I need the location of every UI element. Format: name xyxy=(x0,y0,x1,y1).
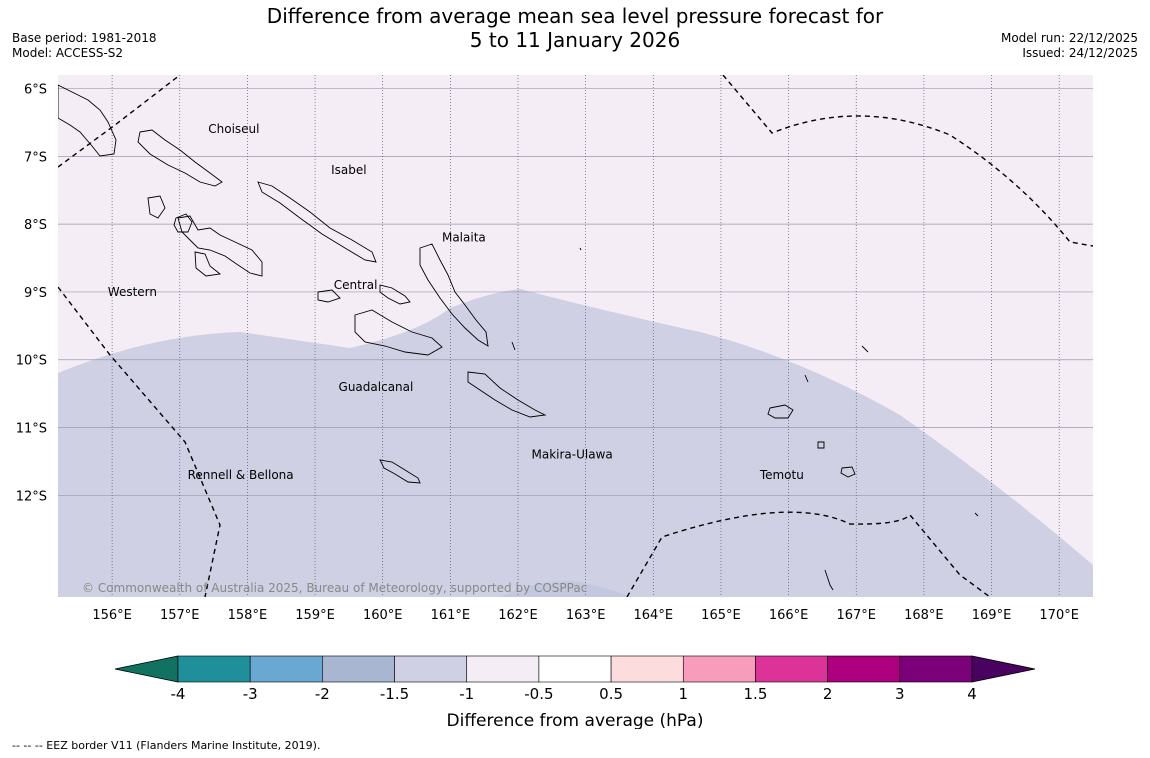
malaita-island xyxy=(419,243,489,347)
lon-tick-label: 157°E xyxy=(160,608,200,623)
choiseul-island xyxy=(137,129,223,187)
florida-islands xyxy=(317,284,411,305)
colorbar-tick-label: 2 xyxy=(823,685,833,703)
longitude-axis: 156°E 157°E 158°E 159°E 160°E 161°E 162°E 163°E… xyxy=(92,608,1079,623)
colorbar-tick-label: -1.5 xyxy=(380,685,409,703)
colorbar-tick-label: 4 xyxy=(967,685,977,703)
anomaly-zone-bottom-patch xyxy=(500,581,630,597)
model-name: Model: ACCESS-S2 xyxy=(12,46,124,60)
colorbar-box xyxy=(394,655,468,683)
lon-tick-label: 162°E xyxy=(498,608,538,623)
vella-lavella-island xyxy=(147,195,166,219)
lon-tick-label: 163°E xyxy=(566,608,606,623)
lon-tick-label: 170°E xyxy=(1039,608,1079,623)
colorbar-tick-label: 1 xyxy=(678,685,688,703)
colorbar-box xyxy=(682,655,756,683)
guadalcanal-island xyxy=(354,309,443,356)
title-line-1: Difference from average mean sea level p… xyxy=(266,4,884,28)
meta-right: Model run: 22/12/2025 Issued: 24/12/2025 xyxy=(1001,31,1138,61)
region-label: Guadalcanal xyxy=(339,380,414,394)
colorbar-box xyxy=(466,655,540,683)
colorbar-box xyxy=(827,655,901,683)
colorbar-box xyxy=(249,655,323,683)
forecast-map: © Commonwealth of Australia 2025, Bureau… xyxy=(16,75,1093,623)
colorbar-box xyxy=(899,655,973,683)
kolombangara-island xyxy=(173,213,193,233)
colorbar-tick-label: -0.5 xyxy=(524,685,553,703)
region-label: Choiseul xyxy=(208,122,259,136)
latitude-axis: 6°S 7°S 8°S 9°S 10°S 11°S 12°S xyxy=(16,83,47,505)
colorbar-tick-label: -1 xyxy=(459,685,474,703)
lon-tick-label: 156°E xyxy=(92,608,132,623)
eez-borders xyxy=(58,75,1093,597)
title-line-2: 5 to 11 January 2026 xyxy=(469,28,681,52)
lat-tick-label: 9°S xyxy=(24,286,47,301)
lat-tick-label: 6°S xyxy=(24,83,47,98)
lon-tick-label: 161°E xyxy=(431,608,471,623)
bougainville-tip xyxy=(58,84,117,157)
colorbar-tick-label: -4 xyxy=(171,685,186,703)
colorbar-tick-label: 0.5 xyxy=(599,685,623,703)
small-islands xyxy=(511,247,979,591)
colorbar-extend-low xyxy=(114,655,179,683)
issued-date: Issued: 24/12/2025 xyxy=(1022,46,1138,60)
colorbar-tick-label: 3 xyxy=(895,685,905,703)
isabel-island xyxy=(257,181,377,263)
lon-tick-label: 166°E xyxy=(769,608,809,623)
region-label: Central xyxy=(334,278,378,292)
lon-tick-label: 164°E xyxy=(634,608,674,623)
lon-tick-label: 159°E xyxy=(295,608,335,623)
colorbar-box xyxy=(177,655,251,683)
colorbar-boxes xyxy=(114,655,1036,683)
lat-tick-label: 12°S xyxy=(16,489,47,504)
lon-tick-label: 160°E xyxy=(363,608,403,623)
colorbar-box xyxy=(610,655,684,683)
colorbar-label: Difference from average (hPa) xyxy=(447,711,704,729)
eez-line-north xyxy=(722,75,1093,247)
eez-line-west xyxy=(58,286,221,597)
colorbar: -4 -3 -2 -1.5 -1 -0.5 0.5 1 1.5 2 3 4 Difference fr… xyxy=(114,655,1036,729)
lon-tick-label: 165°E xyxy=(701,608,741,623)
eez-line-south xyxy=(626,511,991,597)
new-georgia-islands xyxy=(177,215,263,277)
santa-cruz-island xyxy=(767,404,794,419)
lon-tick-label: 167°E xyxy=(836,608,876,623)
lat-tick-label: 11°S xyxy=(16,422,47,437)
lon-tick-label: 169°E xyxy=(972,608,1012,623)
region-label: Makira-Ulawa xyxy=(531,448,612,462)
region-label: Rennell & Bellona xyxy=(188,468,294,482)
rennell-island xyxy=(379,459,421,484)
colorbar-extend-high xyxy=(971,655,1036,683)
map-title: Difference from average mean sea level p… xyxy=(0,4,1150,52)
copyright-notice: © Commonwealth of Australia 2025, Bureau… xyxy=(82,581,587,595)
makira-island xyxy=(467,371,547,418)
colorbar-tick-label: -3 xyxy=(243,685,258,703)
model-run: Model run: 22/12/2025 xyxy=(1000,31,1138,45)
region-label: Isabel xyxy=(331,163,366,177)
colorbar-tick-label: 1.5 xyxy=(744,685,768,703)
meta-left: Base period: 1981-2018 Model: ACCESS-S2 xyxy=(12,31,157,61)
colorbar-box xyxy=(322,655,395,683)
vanikoro-island xyxy=(840,466,856,478)
map-grid xyxy=(58,75,1093,597)
lat-tick-label: 10°S xyxy=(16,354,47,369)
region-label: Temotu xyxy=(759,468,804,482)
region-label: Western xyxy=(108,285,157,299)
lat-tick-label: 8°S xyxy=(24,218,47,233)
region-label: Malaita xyxy=(442,231,486,245)
colorbar-box xyxy=(538,655,612,683)
coastlines xyxy=(58,84,979,591)
region-labels: Choiseul Isabel Malaita Western Central Guada… xyxy=(108,122,804,482)
colorbar-box xyxy=(755,655,828,683)
lon-tick-label: 168°E xyxy=(904,608,944,623)
base-period: Base period: 1981-2018 xyxy=(12,31,157,45)
colorbar-tick-label: -2 xyxy=(315,685,330,703)
anomaly-zone-minus-1-5-to-minus-1 xyxy=(58,289,1093,597)
rendova-island xyxy=(194,251,222,277)
lon-tick-label: 158°E xyxy=(228,608,268,623)
lat-tick-label: 7°S xyxy=(24,150,47,165)
eez-footnote: -- -- -- EEZ border V11 (Flanders Marine… xyxy=(12,739,321,752)
colorbar-ticks: -4 -3 -2 -1.5 -1 -0.5 0.5 1 1.5 2 3 4 xyxy=(171,685,977,703)
